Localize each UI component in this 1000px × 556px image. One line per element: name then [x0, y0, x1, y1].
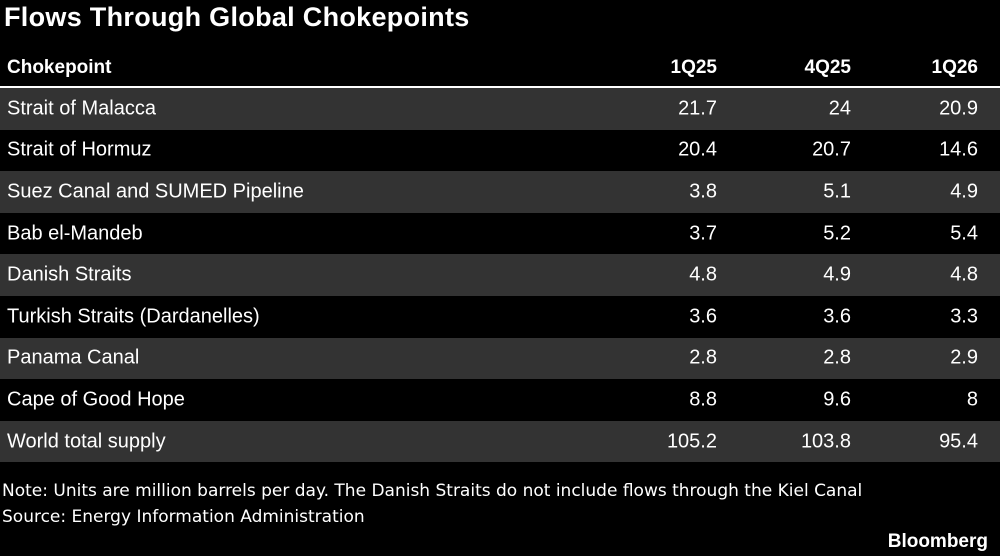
table-row: Panama Canal 2.8 2.8 2.9	[0, 337, 1000, 380]
cell-value: 4.9	[950, 180, 978, 203]
column-header: 4Q25	[804, 57, 851, 78]
row-label: Panama Canal	[7, 346, 140, 369]
brand: Bloomberg	[887, 531, 988, 552]
cell-value: 5.1	[823, 180, 851, 203]
cell-value: 2.9	[950, 346, 978, 369]
cell-value: 5.2	[823, 222, 851, 245]
table-row: World total supply 105.2 103.8 95.4	[0, 420, 1000, 463]
cell-value: 3.8	[689, 180, 717, 203]
cell-value: 24	[828, 97, 851, 120]
table-row: Strait of Malacca 21.7 24 20.9	[0, 88, 1000, 130]
cell-value: 20.9	[939, 97, 978, 120]
cell-value: 4.8	[689, 263, 717, 286]
cell-value: 95.4	[939, 430, 978, 453]
table-row: Turkish Straits (Dardanelles) 3.6 3.6 3.3	[0, 296, 1000, 338]
row-label: World total supply	[7, 430, 166, 453]
cell-value: 3.6	[689, 305, 717, 328]
row-label: Strait of Malacca	[7, 97, 156, 120]
cell-value: 105.2	[666, 430, 717, 453]
title: Flows Through Global Chokepoints	[4, 2, 470, 32]
cell-value: 4.8	[950, 263, 978, 286]
cell-value: 2.8	[689, 346, 717, 369]
row-label: Bab el-Mandeb	[7, 222, 143, 245]
row-label: Strait of Hormuz	[7, 138, 152, 161]
cell-value: 103.8	[800, 430, 851, 453]
note: Note: Units are million barrels per day.…	[2, 481, 863, 501]
cell-value: 20.4	[678, 138, 717, 161]
header-row: Chokepoint 1Q25 4Q25 1Q26	[0, 50, 1000, 88]
cell-value: 3.3	[950, 305, 978, 328]
table-row: Bab el-Mandeb 3.7 5.2 5.4	[0, 213, 1000, 255]
column-header: Chokepoint	[7, 57, 112, 78]
row-label: Danish Straits	[7, 263, 132, 286]
cell-value: 21.7	[678, 97, 717, 120]
row-label: Cape of Good Hope	[7, 388, 185, 411]
table-row: Cape of Good Hope 8.8 9.6 8	[0, 379, 1000, 421]
cell-value: 9.6	[823, 388, 851, 411]
row-label: Turkish Straits (Dardanelles)	[7, 305, 260, 328]
table: Chokepoint 1Q25 4Q25 1Q26 Strait of Malacca 2…	[0, 50, 1000, 463]
cell-value: 14.6	[939, 138, 978, 161]
cell-value: 5.4	[950, 222, 978, 245]
cell-value: 3.7	[689, 222, 717, 245]
cell-value: 4.9	[823, 263, 851, 286]
source: Source: Energy Information Administratio…	[2, 507, 365, 527]
cell-value: 8.8	[689, 388, 717, 411]
cell-value: 3.6	[823, 305, 851, 328]
cell-value: 2.8	[823, 346, 851, 369]
table-row: Strait of Hormuz 20.4 20.7 14.6	[0, 130, 1000, 172]
column-header: 1Q26	[931, 57, 978, 78]
table-row: Danish Straits 4.8 4.9 4.8	[0, 254, 1000, 296]
column-header: 1Q25	[670, 57, 717, 78]
cell-value: 20.7	[812, 138, 851, 161]
row-label: Suez Canal and SUMED Pipeline	[7, 180, 304, 203]
table-row: Suez Canal and SUMED Pipeline 3.8 5.1 4.9	[0, 171, 1000, 213]
cell-value: 8	[966, 388, 978, 411]
